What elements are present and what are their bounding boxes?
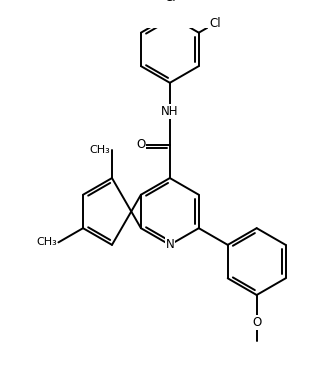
Text: CH₃: CH₃	[36, 238, 57, 248]
Text: Cl: Cl	[164, 0, 176, 4]
Text: N: N	[165, 238, 174, 251]
Text: O: O	[136, 138, 145, 151]
Text: NH: NH	[161, 105, 179, 118]
Text: Cl: Cl	[209, 17, 221, 30]
Text: CH₃: CH₃	[89, 145, 110, 155]
Text: O: O	[252, 316, 261, 329]
